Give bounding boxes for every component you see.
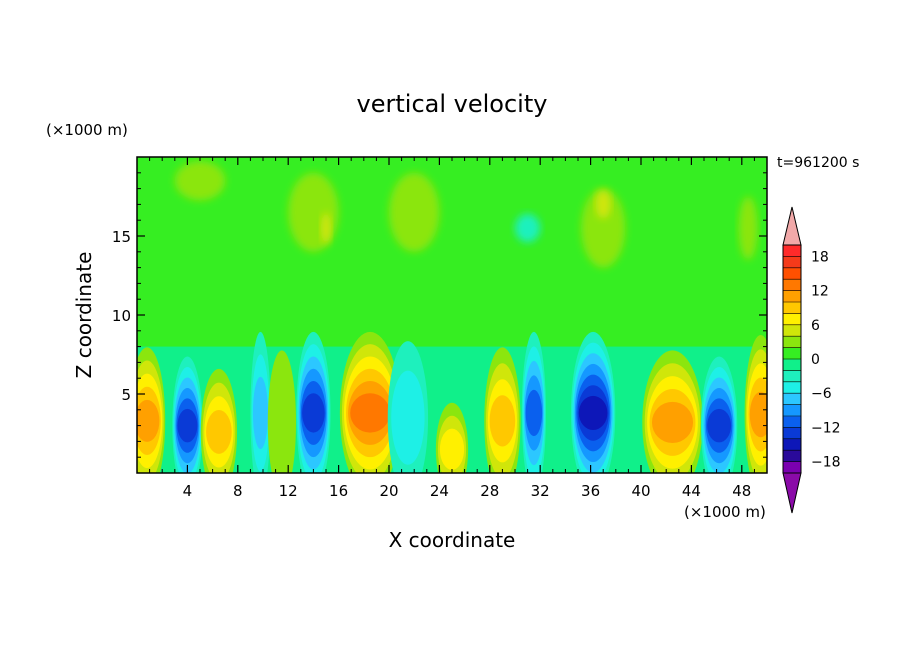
cell-11-level-6 — [578, 395, 608, 431]
colorbar-segment-10 — [783, 347, 801, 360]
cell-1-level-5 — [177, 408, 198, 443]
x-axis-ticks: 4 8 12 16 20 24 28 32 36 40 44 48 — [149, 157, 755, 500]
colorbar-over-arrow — [782, 206, 802, 246]
colorbar-label--12: −12 — [811, 420, 841, 436]
y-axis-unit: (×1000 m) — [46, 121, 128, 139]
cell-7 — [387, 341, 429, 473]
colorbar-segment-14 — [783, 302, 801, 314]
upper-region-5 — [595, 190, 611, 219]
colorbar-segment-0 — [783, 461, 801, 474]
colorbar-segment-12 — [783, 324, 801, 337]
cell-2 — [200, 368, 238, 473]
cell-8-level-2 — [439, 428, 465, 470]
x-tick-label-36: 36 — [581, 482, 600, 500]
colorbar-under-arrow — [782, 472, 802, 514]
cell-11 — [570, 331, 616, 473]
cell-3 — [250, 331, 271, 473]
colorbar-segment-11 — [783, 336, 801, 348]
cell-1 — [172, 356, 203, 473]
colorbar-label-12: 12 — [811, 284, 829, 300]
x-tick-label-8: 8 — [233, 482, 243, 500]
colorbar-segment-7 — [783, 381, 801, 394]
colorbar-segment-8 — [783, 370, 801, 383]
colorbar-label-0: 0 — [811, 352, 820, 368]
x-tick-label-28: 28 — [480, 482, 499, 500]
x-tick-label-48: 48 — [732, 482, 751, 500]
colorbar-segment-9 — [783, 359, 801, 371]
colorbar-segment-6 — [783, 393, 801, 405]
upper-region-3 — [581, 188, 626, 268]
colorbar-label-18: 18 — [811, 249, 829, 265]
upper-region-6 — [515, 213, 541, 243]
x-axis-label: X coordinate — [389, 528, 516, 552]
upper-region-7 — [738, 196, 758, 260]
colorbar-segment-17 — [783, 267, 801, 280]
y-axis-ticks: 5 10 15 — [112, 172, 767, 458]
colorbar-segment-19 — [783, 245, 801, 257]
cell-13 — [700, 356, 738, 473]
cell-7-level-1 — [391, 370, 425, 465]
colorbar-label--6: −6 — [811, 386, 832, 402]
colorbar-segment-15 — [783, 290, 801, 303]
colorbar-label--18: −18 — [811, 455, 841, 471]
cell-9 — [484, 347, 521, 473]
x-axis-unit: (×1000 m) — [684, 503, 766, 521]
x-tick-label-12: 12 — [279, 482, 298, 500]
time-label: t=961200 s — [777, 155, 859, 171]
colorbar-segment-2 — [783, 438, 801, 451]
upper-region-1 — [288, 172, 339, 252]
x-tick-label-44: 44 — [682, 482, 701, 500]
cell-14 — [744, 335, 767, 473]
cell-13-level-5 — [707, 408, 732, 443]
chart-title: vertical velocity — [357, 90, 548, 118]
cell-8 — [435, 402, 469, 473]
y-tick-label-10: 10 — [112, 307, 131, 325]
colorbar-segment-16 — [783, 279, 801, 291]
colorbar-segment-5 — [783, 404, 801, 417]
y-axis-label: Z coordinate — [72, 252, 96, 379]
y-tick-label-15: 15 — [112, 228, 131, 246]
x-tick-label-4: 4 — [183, 482, 193, 500]
cell-10 — [521, 331, 546, 473]
x-tick-label-24: 24 — [430, 482, 449, 500]
colorbar-segment-3 — [783, 427, 801, 440]
colorbar: 18 12 6 0 −6 −12 −18 — [782, 206, 841, 514]
cell-4-level-0 — [267, 350, 297, 473]
heatmap-field — [137, 157, 767, 473]
colorbar-segment-4 — [783, 416, 801, 428]
cell-12-level-4 — [651, 401, 694, 444]
y-tick-label-5: 5 — [121, 386, 131, 404]
cell-5 — [296, 331, 331, 473]
colorbar-segment-13 — [783, 313, 801, 326]
cell-4 — [267, 350, 297, 473]
x-tick-label-40: 40 — [631, 482, 650, 500]
cell-3-level-2 — [252, 376, 269, 449]
cell-6-level-5 — [350, 393, 391, 433]
x-tick-label-16: 16 — [329, 482, 348, 500]
upper-region-4 — [320, 212, 332, 244]
cell-6 — [339, 331, 401, 473]
cell-10-level-4 — [525, 389, 543, 437]
cell-14-level-4 — [749, 391, 767, 438]
cell-5-level-5 — [302, 393, 325, 433]
cell-2-level-3 — [206, 409, 232, 454]
cell-9-level-3 — [489, 395, 516, 447]
colorbar-segment-18 — [783, 256, 801, 269]
cell-0-level-4 — [137, 399, 160, 442]
upper-region-2 — [389, 172, 440, 252]
colorbar-label-6: 6 — [811, 318, 820, 334]
colorbar-segment-1 — [783, 450, 801, 462]
cell-12 — [642, 350, 703, 473]
upper-region-0 — [174, 160, 226, 201]
x-tick-label-32: 32 — [531, 482, 550, 500]
cell-0 — [137, 347, 166, 473]
x-tick-label-20: 20 — [379, 482, 398, 500]
